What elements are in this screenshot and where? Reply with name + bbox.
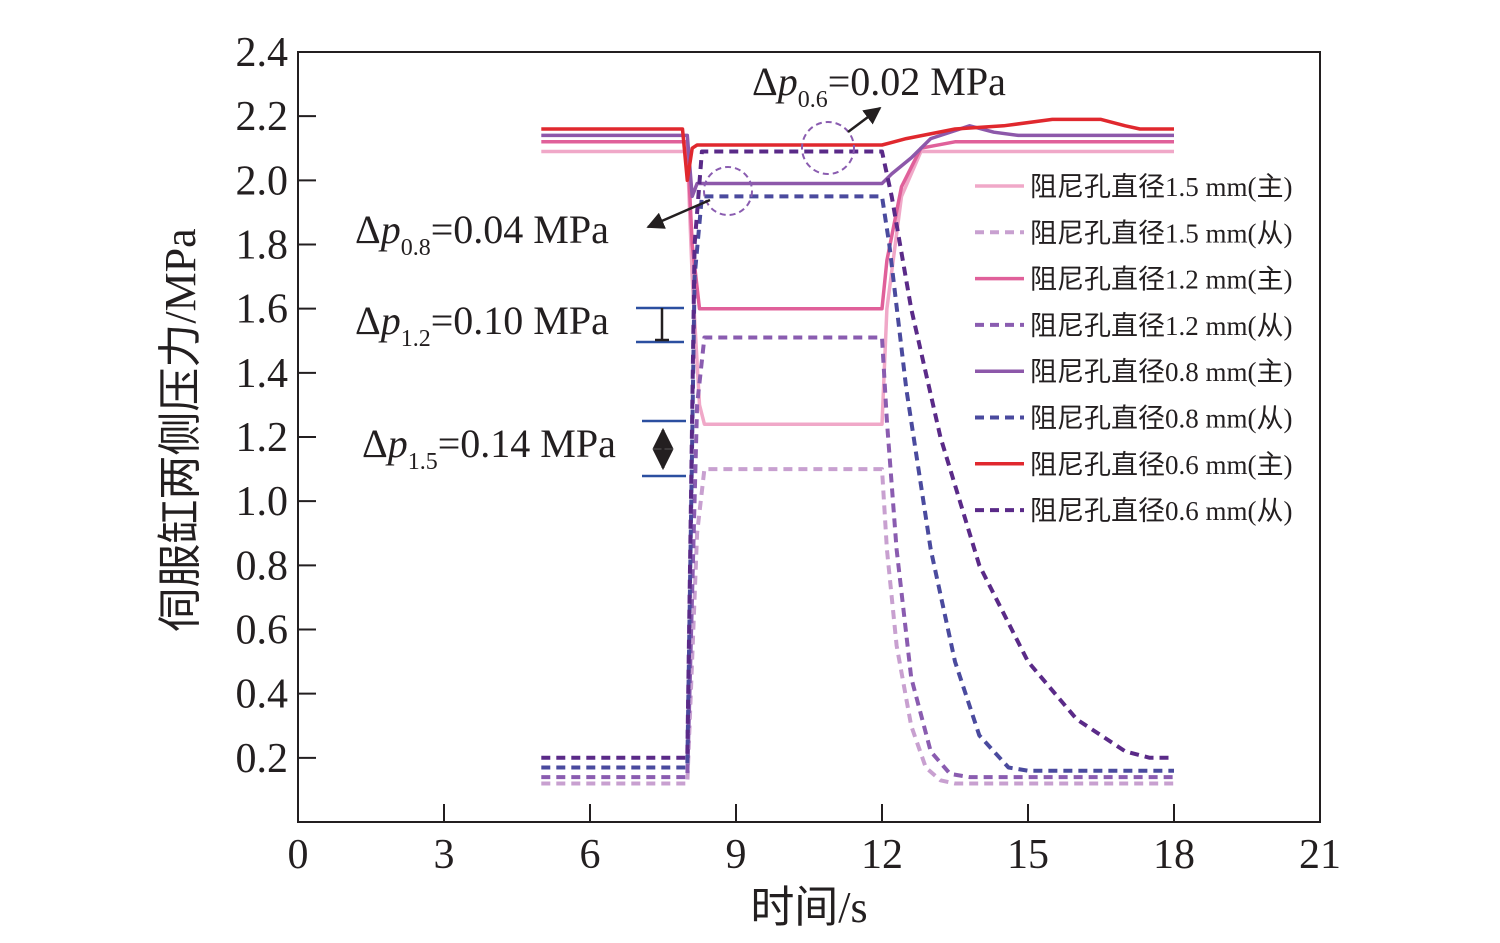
x-axis-label: 时间/s xyxy=(750,883,867,932)
annotation-text: =0.02 MPa xyxy=(828,59,1006,104)
annotation-dp-1.2: Δp1.2=0.10 MPa xyxy=(355,298,684,352)
annotation-text: =0.10 MPa xyxy=(431,298,609,343)
y-tick-label: 0.8 xyxy=(236,543,289,589)
legend-label: 阻尼孔直径1.5 mm(主) xyxy=(1030,172,1293,202)
annotation-var: p xyxy=(378,207,401,252)
y-tick-label: 0.6 xyxy=(236,608,289,654)
annotation-arrow-0.6 xyxy=(847,106,882,133)
annotation-dp-1.5: Δp1.5=0.14 MPa xyxy=(362,419,686,478)
x-tick-label: 0 xyxy=(288,832,309,878)
y-tick-label: 1.4 xyxy=(236,351,289,397)
annotation-circle-0.6 xyxy=(801,121,855,175)
series-line-8 xyxy=(541,149,1174,760)
x-axis-ticks: 0 3 6 9 12 15 18 21 xyxy=(288,804,1341,878)
annotation-arrow-0.8 xyxy=(646,198,711,229)
annotation-delta: Δ xyxy=(355,298,381,343)
annotation-sub: 1.2 xyxy=(401,326,431,352)
annotation-label-0.6: Δp0.6=0.02 MPa xyxy=(752,59,1006,113)
annotation-text: =0.04 MPa xyxy=(431,207,609,252)
x-tick-label: 6 xyxy=(580,832,601,878)
x-tick-label: 21 xyxy=(1299,832,1341,878)
y-axis-label: 伺服缸两侧压力/MPa xyxy=(156,228,205,631)
annotation-var: p xyxy=(378,298,401,343)
series-lines xyxy=(541,117,1174,786)
annotation-label-0.8: Δp0.8=0.04 MPa xyxy=(355,207,609,261)
annotation-sub: 0.8 xyxy=(401,235,431,261)
annotation-delta: Δ xyxy=(362,421,388,466)
series-line-3 xyxy=(541,140,1174,311)
y-axis-ticks: 0.2 0.4 0.6 0.8 1.0 1.2 1.4 1.6 1.8 2.0 2.2 2.4 xyxy=(236,30,316,782)
y-tick-label: 1.6 xyxy=(236,287,289,333)
annotation-var: p xyxy=(385,421,408,466)
legend: 阻尼孔直径1.5 mm(主) 阻尼孔直径1.5 mm(从) 阻尼孔直径1.2 mm(… xyxy=(975,172,1293,526)
legend-label: 阻尼孔直径0.6 mm(从) xyxy=(1030,496,1293,526)
y-tick-label: 1.0 xyxy=(236,479,289,525)
x-tick-label: 9 xyxy=(726,832,747,878)
annotation-circle-0.8 xyxy=(703,166,753,216)
series-line-2 xyxy=(541,467,1174,786)
y-tick-label: 2.2 xyxy=(236,94,289,140)
x-tick-label: 15 xyxy=(1007,832,1049,878)
x-tick-label: 12 xyxy=(861,832,903,878)
series-line-7 xyxy=(541,117,1174,183)
annotation-sub: 1.5 xyxy=(408,449,438,475)
x-tick-label: 18 xyxy=(1153,832,1195,878)
x-tick-label: 3 xyxy=(434,832,455,878)
legend-label: 阻尼孔直径0.6 mm(主) xyxy=(1030,450,1293,480)
annotation-delta: Δ xyxy=(752,59,778,104)
series-line-5 xyxy=(541,124,1174,199)
annotation-text: =0.14 MPa xyxy=(438,421,616,466)
legend-label: 阻尼孔直径1.2 mm(从) xyxy=(1030,311,1293,341)
annotation-dp-0.6: Δp0.6=0.02 MPa xyxy=(752,59,1006,175)
legend-label: 阻尼孔直径0.8 mm(主) xyxy=(1030,357,1293,387)
y-tick-label: 2.0 xyxy=(236,158,289,204)
annotation-label-1.2: Δp1.2=0.10 MPa xyxy=(355,298,609,352)
annotation-dp-0.8: Δp0.8=0.04 MPa xyxy=(355,166,753,261)
series-line-4 xyxy=(541,335,1174,780)
legend-label: 阻尼孔直径0.8 mm(从) xyxy=(1030,404,1293,434)
series-line-6 xyxy=(541,194,1174,773)
y-tick-label: 0.4 xyxy=(236,672,289,718)
y-tick-label: 2.4 xyxy=(236,30,289,76)
legend-label: 阻尼孔直径1.2 mm(主) xyxy=(1030,265,1293,295)
legend-label: 阻尼孔直径1.5 mm(从) xyxy=(1030,218,1293,248)
y-tick-label: 1.8 xyxy=(236,223,289,269)
annotation-var: p xyxy=(775,59,798,104)
y-tick-label: 1.2 xyxy=(236,415,289,461)
annotation-delta: Δ xyxy=(355,207,381,252)
annotation-sub: 0.6 xyxy=(798,87,828,113)
y-tick-label: 0.2 xyxy=(236,736,289,782)
annotation-label-1.5: Δp1.5=0.14 MPa xyxy=(362,421,616,475)
